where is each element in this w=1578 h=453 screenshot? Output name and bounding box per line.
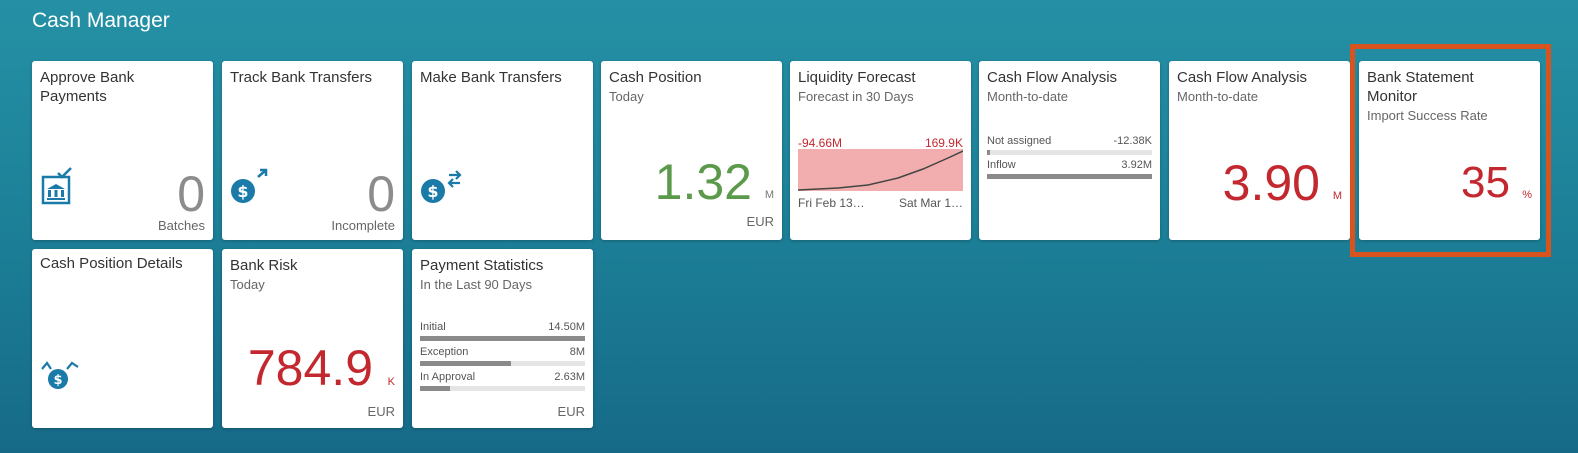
- tile-track-bank-transfers[interactable]: Track Bank Transfers $ 0 Incomplete: [222, 61, 403, 240]
- bar-value: 8M: [569, 346, 585, 358]
- bar-row: Inflow 3.92M: [987, 159, 1152, 184]
- forecast-x-start: Fri Feb 13…: [798, 196, 865, 210]
- bar-fill: [987, 150, 991, 155]
- tile-footer: EUR: [746, 214, 774, 229]
- tile-liquidity-forecast[interactable]: Liquidity Forecast Forecast in 30 Days -…: [790, 61, 971, 240]
- tile-bank-risk[interactable]: Bank Risk Today 784.9 K EUR: [222, 249, 403, 428]
- bar-label: Inflow: [987, 159, 1016, 171]
- tile-title: Cash Position: [609, 69, 702, 86]
- tile-value: 784.9: [247, 340, 373, 396]
- tile-title: Cash Position Details: [40, 255, 183, 272]
- tile-value: 1.32: [654, 154, 752, 210]
- tile-value: 0: [367, 166, 395, 222]
- bar-value: 3.92M: [1121, 159, 1152, 171]
- bar-row: Not assigned -12.38K: [987, 135, 1152, 159]
- bar-fill: [420, 386, 450, 391]
- bar-value: 2.63M: [554, 371, 585, 383]
- bar-label: In Approval: [420, 371, 476, 383]
- tile-title: Bank Risk: [230, 257, 298, 274]
- bar-row: Initial 14.50M: [420, 321, 585, 346]
- bar-label: Not assigned: [987, 135, 1052, 147]
- tile-unit: %: [1522, 189, 1532, 201]
- tile-title: Bank Statement Monitor: [1367, 69, 1474, 105]
- tile-value: 3.90: [1222, 155, 1320, 211]
- bar-label: Exception: [420, 346, 469, 358]
- tile-cash-flow-analysis-2[interactable]: Cash Flow Analysis Month-to-date 3.90 M: [1169, 61, 1350, 240]
- tile-subtitle: Import Success Rate: [1367, 108, 1488, 123]
- tile-title: Cash Flow Analysis: [987, 69, 1118, 86]
- bar-value: -12.38K: [1113, 135, 1152, 147]
- tile-value: 0: [177, 166, 205, 222]
- tile-title: Make Bank Transfers: [420, 69, 562, 86]
- group-title: Cash Manager: [32, 9, 170, 32]
- tile-approve-bank-payments[interactable]: Approve Bank Payments 0 Batches: [32, 61, 213, 240]
- cash-trend-icon: $: [41, 361, 79, 389]
- forecast-low-label: -94.66M: [798, 136, 843, 150]
- svg-text:$: $: [427, 182, 438, 201]
- tile-subtitle: Today: [230, 277, 265, 292]
- tile-payment-statistics[interactable]: Payment Statistics In the Last 90 Days I…: [412, 249, 593, 428]
- bar-label: Initial: [420, 321, 446, 333]
- tile-unit: K: [387, 376, 395, 388]
- tile-subtitle: Today: [609, 89, 644, 104]
- svg-text:$: $: [53, 373, 62, 388]
- bar-fill: [420, 336, 585, 341]
- bank-approve-icon: [41, 167, 72, 205]
- tile-title: Liquidity Forecast: [798, 69, 916, 86]
- cash-flow-bars: Not assigned -12.38K Inflow 3.92M: [987, 135, 1152, 184]
- tile-subtitle: Month-to-date: [1177, 89, 1258, 104]
- tile-title: Payment Statistics: [420, 257, 544, 274]
- tile-cash-position-details[interactable]: Cash Position Details $: [32, 249, 213, 428]
- tile-unit: M: [1332, 190, 1342, 202]
- tile-title: Cash Flow Analysis: [1177, 69, 1308, 86]
- tile-footer: Incomplete: [331, 218, 395, 233]
- tile-footer: EUR: [367, 404, 395, 419]
- payment-stats-bars: Initial 14.50M Exception 8M In Approval …: [420, 321, 585, 396]
- svg-text:$: $: [237, 182, 248, 201]
- tile-footer: EUR: [557, 404, 585, 419]
- tile-cash-position[interactable]: Cash Position Today 1.32 M EUR: [601, 61, 782, 240]
- tile-title: Approve Bank Payments: [40, 69, 135, 105]
- bar-row: Exception 8M: [420, 346, 585, 371]
- tile-bank-statement-monitor[interactable]: Bank Statement Monitor Import Success Ra…: [1359, 61, 1540, 240]
- forecast-high-label: 169.9K: [924, 136, 963, 150]
- tile-footer: Batches: [158, 218, 205, 233]
- tile-title: Track Bank Transfers: [230, 69, 372, 86]
- tile-value: 35: [1461, 158, 1510, 207]
- tile-subtitle: In the Last 90 Days: [420, 277, 533, 292]
- bar-row: In Approval 2.63M: [420, 371, 585, 396]
- bar-value: 14.50M: [548, 321, 585, 333]
- money-exchange-icon: $: [421, 170, 462, 203]
- money-transfer-icon: $: [231, 168, 268, 203]
- tile-subtitle: Forecast in 30 Days: [798, 89, 914, 104]
- tile-subtitle: Month-to-date: [987, 89, 1068, 104]
- tile-unit: M: [764, 189, 774, 201]
- forecast-x-end: Sat Mar 1…: [898, 196, 963, 210]
- tile-make-bank-transfers[interactable]: Make Bank Transfers $: [412, 61, 593, 240]
- tile-cash-flow-analysis-1[interactable]: Cash Flow Analysis Month-to-date Not ass…: [979, 61, 1160, 240]
- bar-fill: [420, 361, 511, 366]
- forecast-chart: [798, 149, 963, 191]
- bar-fill: [987, 174, 1152, 179]
